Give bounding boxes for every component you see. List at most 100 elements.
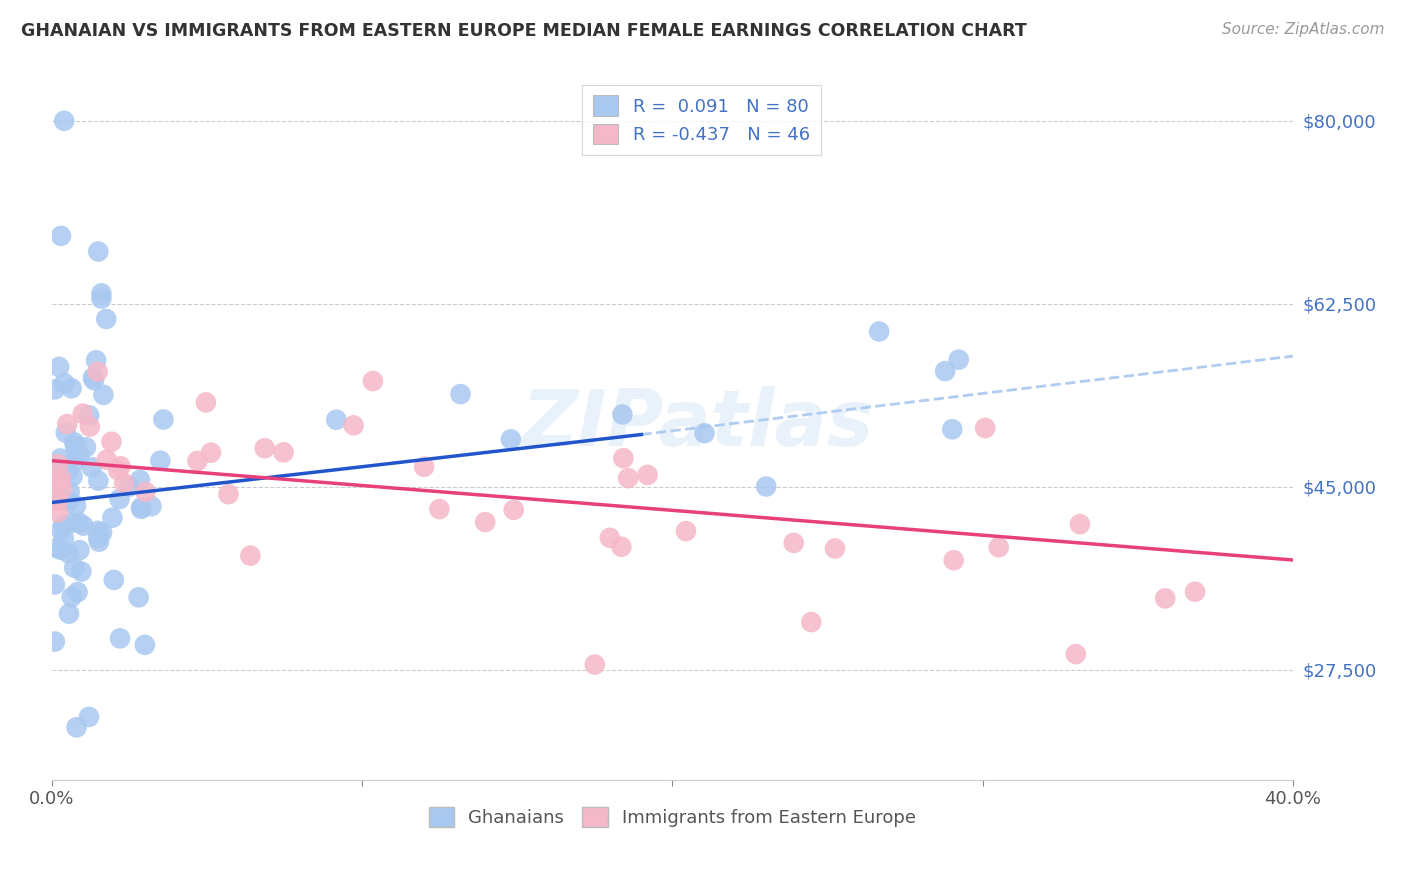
Point <box>273 445 295 459</box>
Point <box>1154 591 1177 606</box>
Point <box>67 543 90 558</box>
Point <box>65 499 87 513</box>
Point <box>149 453 172 467</box>
Text: ZIPatlas: ZIPatlas <box>522 386 873 462</box>
Point <box>90 286 112 301</box>
Point <box>49 523 72 537</box>
Point <box>101 510 124 524</box>
Point <box>675 524 697 538</box>
Point <box>56 417 79 431</box>
Point <box>59 484 82 499</box>
Point <box>612 408 634 422</box>
Point <box>60 381 83 395</box>
Point <box>186 454 208 468</box>
Point <box>934 364 956 378</box>
Point <box>70 565 93 579</box>
Point <box>107 463 129 477</box>
Point <box>46 457 69 471</box>
Point <box>46 505 69 519</box>
Point <box>610 540 633 554</box>
Point <box>55 425 77 440</box>
Point <box>948 352 970 367</box>
Point <box>1069 517 1091 532</box>
Point <box>67 448 90 462</box>
Point <box>63 560 86 574</box>
Point <box>87 531 110 545</box>
Point <box>75 440 97 454</box>
Point <box>63 435 86 450</box>
Point <box>67 516 90 530</box>
Point <box>129 473 152 487</box>
Point <box>129 500 152 515</box>
Point <box>253 441 276 455</box>
Point <box>82 371 104 385</box>
Point <box>134 638 156 652</box>
Point <box>217 487 239 501</box>
Point <box>62 469 84 483</box>
Point <box>58 494 80 508</box>
Point <box>108 491 131 506</box>
Point <box>66 585 89 599</box>
Point <box>612 451 634 466</box>
Point <box>118 480 141 494</box>
Text: GHANAIAN VS IMMIGRANTS FROM EASTERN EUROPE MEDIAN FEMALE EARNINGS CORRELATION CH: GHANAIAN VS IMMIGRANTS FROM EASTERN EURO… <box>21 22 1026 40</box>
Point <box>53 376 76 391</box>
Point <box>110 459 132 474</box>
Point <box>66 440 89 454</box>
Point <box>49 542 72 557</box>
Point <box>58 607 80 621</box>
Point <box>141 499 163 513</box>
Point <box>427 502 450 516</box>
Point <box>987 541 1010 555</box>
Point <box>755 479 778 493</box>
Point <box>91 525 114 540</box>
Point <box>49 228 72 243</box>
Point <box>53 113 76 128</box>
Point <box>342 418 364 433</box>
Point <box>361 374 384 388</box>
Point <box>83 373 105 387</box>
Point <box>87 474 110 488</box>
Point <box>96 452 118 467</box>
Point <box>58 546 80 560</box>
Point <box>134 484 156 499</box>
Point <box>63 455 86 469</box>
Point <box>52 517 75 532</box>
Point <box>824 541 846 556</box>
Point <box>637 467 659 482</box>
Point <box>450 387 472 401</box>
Point <box>44 481 66 495</box>
Point <box>103 573 125 587</box>
Point <box>87 524 110 538</box>
Point <box>152 412 174 426</box>
Point <box>48 359 70 374</box>
Point <box>80 460 103 475</box>
Point <box>96 312 118 326</box>
Point <box>51 462 73 476</box>
Point <box>800 615 823 629</box>
Point <box>77 409 100 423</box>
Point <box>868 325 890 339</box>
Point <box>49 468 72 483</box>
Point <box>60 590 83 604</box>
Point <box>583 657 606 672</box>
Point <box>239 549 262 563</box>
Point <box>499 433 522 447</box>
Point <box>502 503 524 517</box>
Point <box>1064 647 1087 661</box>
Point <box>941 422 963 436</box>
Point <box>86 365 108 379</box>
Point <box>65 720 87 734</box>
Point <box>72 407 94 421</box>
Point <box>100 434 122 449</box>
Point <box>474 515 496 529</box>
Point <box>46 541 69 556</box>
Point <box>49 471 72 485</box>
Point <box>56 464 79 478</box>
Point <box>325 413 347 427</box>
Point <box>87 244 110 259</box>
Point <box>77 710 100 724</box>
Point <box>49 451 72 466</box>
Point <box>942 553 965 567</box>
Point <box>46 475 69 489</box>
